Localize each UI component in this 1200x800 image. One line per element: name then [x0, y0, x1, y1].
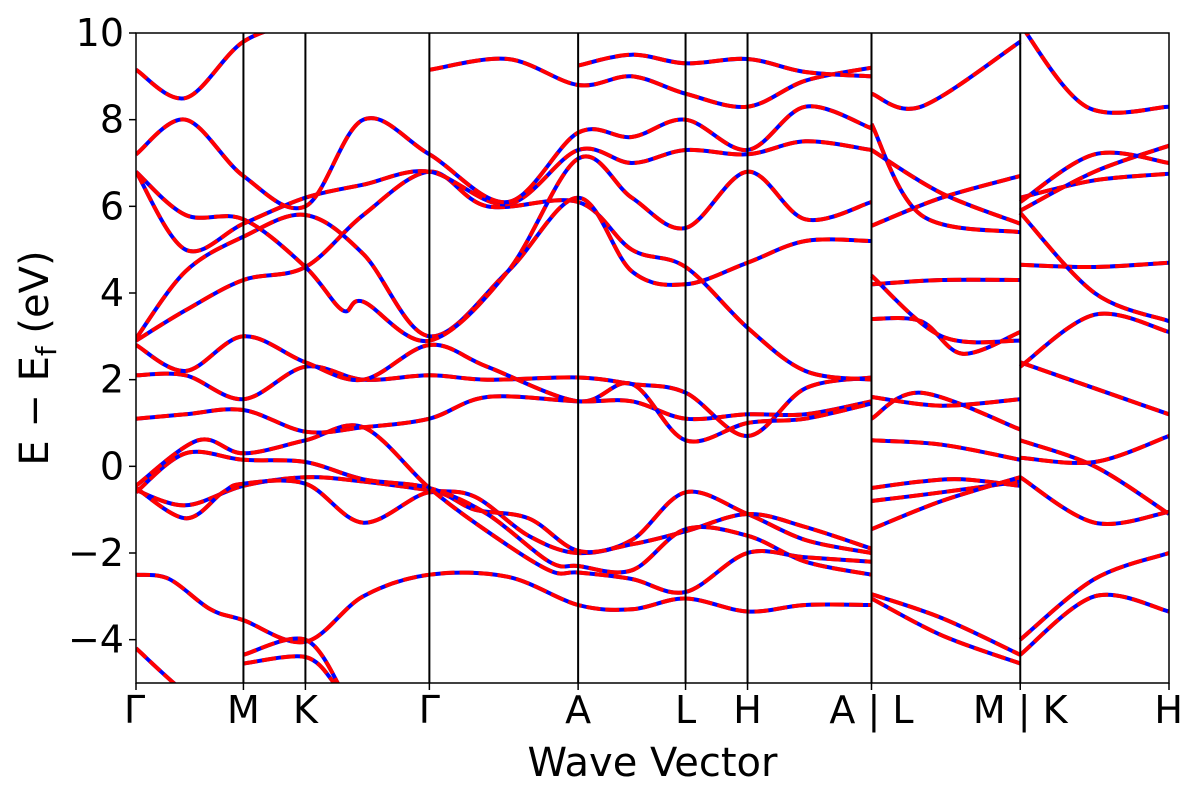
x-tick-label-6: H	[733, 688, 762, 732]
band-37-overlay	[1019, 438, 1169, 516]
band-41-reference	[1020, 260, 1169, 270]
x-tick-label-4: A	[565, 688, 591, 732]
band-22-overlay	[870, 592, 1022, 657]
band-39-overlay	[1019, 360, 1169, 417]
x-tick-label-2: K	[293, 688, 319, 732]
y-tick-label-6: 8	[100, 98, 124, 142]
x-tick-label-3: Γ	[419, 688, 440, 732]
high-symmetry-lines	[242, 33, 1022, 683]
band-23-reference	[870, 596, 1021, 666]
x-tick-label-7: A | L	[829, 688, 913, 733]
band-33-reference	[870, 40, 1022, 111]
band-20-overlay	[871, 479, 1021, 503]
band-9-reference	[136, 364, 872, 439]
band-7-reference	[136, 423, 872, 595]
band-1-overlay	[136, 570, 872, 645]
band-8-overlay	[136, 394, 872, 435]
y-axis-title-unit: (eV)	[12, 250, 58, 346]
band-16-reference	[136, 33, 267, 101]
band-35-reference	[1018, 592, 1169, 657]
band-28-overlay	[871, 277, 1021, 287]
band-23-overlay	[870, 596, 1021, 666]
x-tick-label-0: Γ	[124, 688, 145, 732]
band-13-reference	[136, 154, 873, 343]
band-35-overlay	[1018, 592, 1169, 657]
band-5-overlay	[136, 478, 873, 555]
band-1-reference	[136, 570, 872, 645]
band-36-overlay	[1019, 475, 1169, 526]
x-tick-label-8: M | K	[973, 688, 1069, 733]
plot-frame	[135, 32, 1170, 684]
y-tick-label-7: 10	[76, 11, 124, 55]
x-axis-title: Wave Vector	[528, 740, 779, 786]
y-tick-label-5: 6	[100, 184, 124, 228]
band-37-reference	[1019, 438, 1169, 516]
band-9-overlay	[136, 364, 872, 439]
band-29-reference	[870, 274, 1021, 345]
x-tick-label-5: L	[675, 688, 696, 732]
band-38-overlay	[1020, 434, 1169, 465]
y-tick-label-2: 0	[100, 444, 124, 488]
band-11-overlay	[136, 169, 872, 382]
band-45-overlay	[1019, 150, 1169, 204]
band-42-overlay	[1018, 211, 1169, 324]
band-16-overlay	[136, 33, 267, 101]
band-40-reference	[1019, 311, 1169, 369]
y-tick-label-1: −2	[68, 531, 124, 575]
band-40-overlay	[1019, 311, 1169, 369]
x-tick-label-9: H	[1154, 688, 1183, 732]
y-axis-title-subscript: f	[30, 345, 63, 356]
band-46-reference	[1023, 33, 1169, 115]
band-3-reference	[243, 654, 336, 683]
band-7-overlay	[136, 423, 872, 595]
band-17-overlay	[429, 56, 872, 109]
band-0-reference	[136, 646, 177, 683]
band-19-overlay	[871, 477, 1021, 490]
band-10-overlay	[136, 334, 872, 444]
band-24-overlay	[871, 438, 1021, 462]
band-26-overlay	[871, 395, 1021, 408]
band-25-overlay	[870, 390, 1021, 432]
bands-layer	[136, 33, 1169, 683]
band-44-overlay	[1019, 143, 1169, 213]
band-32-overlay	[870, 148, 1021, 226]
band-15-overlay	[136, 104, 873, 211]
y-axis-ticks: −4 −2 0 2 4 6 8 10	[68, 11, 136, 662]
band-31-overlay	[869, 123, 1021, 235]
band-33-overlay	[870, 40, 1022, 111]
band-34-overlay	[1018, 551, 1169, 642]
band-29-overlay	[870, 274, 1021, 345]
y-tick-label-3: 2	[100, 358, 124, 402]
band-46-overlay	[1023, 33, 1169, 115]
band-13-overlay	[136, 154, 873, 343]
y-axis-title: E − Ef (eV)	[12, 250, 63, 465]
band-30-overlay	[870, 174, 1021, 228]
band-43-overlay	[1019, 171, 1169, 200]
band-18-overlay	[577, 52, 872, 79]
y-axis-title-main: E − E	[12, 356, 58, 466]
band-21-overlay	[870, 475, 1021, 532]
y-tick-label-4: 4	[100, 271, 124, 315]
x-tick-label-1: M	[227, 688, 260, 732]
y-tick-label-0: −4	[68, 618, 124, 662]
band-32-reference	[870, 148, 1021, 226]
band-15-reference	[136, 104, 873, 211]
band-10-reference	[136, 334, 872, 444]
